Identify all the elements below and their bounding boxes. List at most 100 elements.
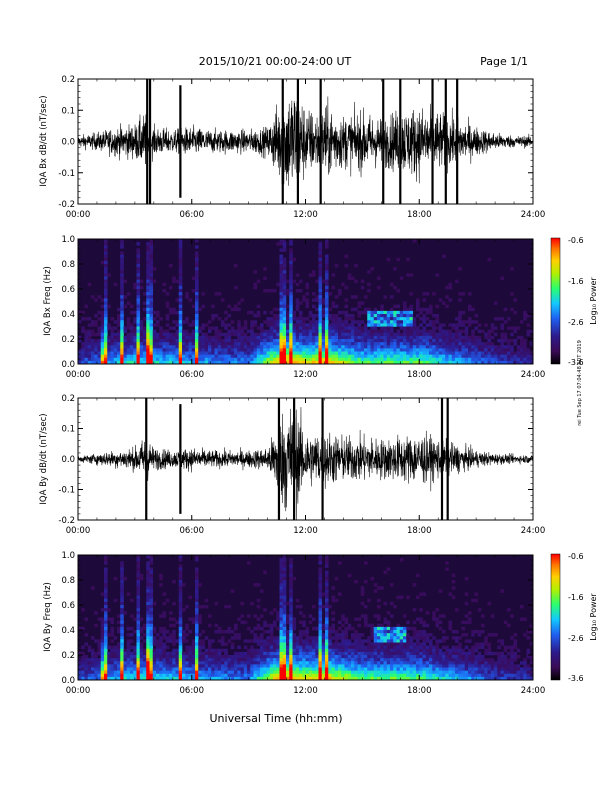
spectrogram-cell bbox=[432, 676, 436, 681]
spectrogram-cell bbox=[425, 317, 430, 321]
spectrogram-cell bbox=[494, 317, 498, 321]
spectrogram-cell bbox=[172, 326, 176, 330]
spectrogram-cell bbox=[87, 348, 92, 352]
spectrogram-cell bbox=[123, 348, 128, 352]
spectrogram-cell bbox=[282, 282, 287, 287]
spectrogram-cell bbox=[120, 570, 124, 575]
spectrogram-cell bbox=[458, 292, 462, 296]
spectrogram-cell bbox=[386, 642, 391, 646]
spectrogram-cell bbox=[273, 664, 277, 668]
spectrogram-cell bbox=[201, 339, 206, 343]
spectrogram-cell bbox=[139, 661, 144, 665]
spectrogram-cell bbox=[162, 667, 167, 671]
spectrogram-cell bbox=[386, 639, 391, 643]
spectrogram-cell bbox=[338, 626, 342, 631]
spectrogram-cell bbox=[500, 326, 505, 330]
spectrogram-cell bbox=[302, 614, 306, 618]
spectrogram-cell bbox=[208, 676, 212, 681]
spectrogram-cell bbox=[422, 673, 427, 678]
spectrogram-cell bbox=[321, 592, 326, 596]
spectrogram-cell bbox=[149, 583, 154, 587]
spectrogram-cell bbox=[341, 339, 345, 343]
spectrogram-cell bbox=[204, 605, 209, 609]
spectrogram-cell bbox=[162, 611, 167, 615]
spectrogram-cell bbox=[178, 320, 183, 324]
spectrogram-cell bbox=[221, 661, 225, 665]
spectrogram-cell bbox=[149, 348, 154, 352]
spectrogram-cell bbox=[432, 667, 436, 671]
spectrogram-cell bbox=[403, 626, 407, 631]
y-axis-label: IQA Bx Freq (Hz) bbox=[43, 266, 53, 336]
spectrogram-cell bbox=[305, 645, 310, 650]
spectrogram-cell bbox=[383, 648, 388, 653]
spectrogram-cell bbox=[152, 655, 157, 659]
spectrogram-cell bbox=[87, 658, 92, 662]
spectrogram-cell bbox=[390, 314, 394, 318]
spectrogram-cell bbox=[289, 335, 293, 340]
spectrogram-cell bbox=[451, 357, 456, 362]
spectrogram-cell bbox=[178, 339, 183, 343]
spectrogram-cell bbox=[282, 595, 287, 600]
spectrogram-cell bbox=[419, 673, 423, 678]
spectrogram-cell bbox=[344, 620, 349, 625]
spectrogram-cell bbox=[422, 633, 427, 637]
spectrogram-cell bbox=[240, 357, 245, 362]
spectrogram-cell bbox=[516, 351, 521, 355]
spectrogram-cell bbox=[325, 339, 329, 343]
spectrogram-cell bbox=[380, 639, 384, 643]
spectrogram-cell bbox=[289, 642, 293, 646]
spectrogram-cell bbox=[292, 314, 297, 318]
spectrogram-cell bbox=[178, 264, 183, 268]
spectrogram-cell bbox=[318, 326, 323, 330]
spectrogram-cell bbox=[367, 642, 371, 646]
spectrogram-cell bbox=[455, 630, 459, 634]
spectrogram-cell bbox=[81, 645, 85, 650]
spectrogram-cell bbox=[373, 323, 378, 327]
spectrogram-cell bbox=[178, 354, 183, 359]
spectrogram-cell bbox=[393, 348, 397, 352]
spectrogram-cell bbox=[78, 335, 82, 340]
spectrogram-cell bbox=[286, 614, 290, 618]
spectrogram-cell bbox=[299, 673, 303, 678]
spectrogram-cell bbox=[338, 592, 342, 596]
spectrogram-cell bbox=[432, 661, 436, 665]
spectrogram-cell bbox=[260, 614, 264, 618]
spectrogram-cell bbox=[126, 633, 131, 637]
spectrogram-cell bbox=[269, 664, 274, 668]
spectrogram-cell bbox=[182, 320, 186, 324]
spectrogram-cell bbox=[282, 598, 287, 603]
spectrogram-cell bbox=[149, 601, 154, 606]
spectrogram-cell bbox=[390, 282, 394, 287]
spectrogram-cell bbox=[156, 648, 160, 653]
spectrogram-cell bbox=[406, 651, 410, 656]
spectrogram-cell bbox=[146, 282, 150, 287]
spectrogram-cell bbox=[104, 260, 108, 265]
spectrogram-cell bbox=[299, 655, 303, 659]
spectrogram-cell bbox=[377, 314, 381, 318]
spectrogram-cell bbox=[162, 645, 167, 650]
spectrogram-cell bbox=[500, 317, 505, 321]
spectrogram-cell bbox=[289, 573, 293, 578]
spectrogram-cell bbox=[295, 351, 300, 355]
spectrogram-cell bbox=[188, 661, 193, 665]
spectrogram-cell bbox=[211, 658, 215, 662]
spectrogram-cell bbox=[149, 642, 154, 646]
spectrogram-cell bbox=[198, 661, 202, 665]
spectrogram-cell bbox=[292, 670, 297, 675]
spectrogram-cell bbox=[195, 658, 199, 662]
spectrogram-cell bbox=[204, 655, 209, 659]
spectrogram-cell bbox=[104, 617, 108, 621]
spectrogram-cell bbox=[208, 673, 212, 678]
spectrogram-cell bbox=[260, 335, 264, 340]
spectrogram-cell bbox=[191, 342, 196, 346]
spectrogram-cell bbox=[263, 623, 267, 628]
spectrogram-cell bbox=[425, 651, 430, 656]
spectrogram-cell bbox=[126, 661, 131, 665]
spectrogram-cell bbox=[260, 645, 264, 650]
spectrogram-cell bbox=[390, 335, 394, 340]
spectrogram-cell bbox=[149, 360, 154, 365]
spectrogram-cell bbox=[120, 345, 124, 349]
spectrogram-cell bbox=[188, 664, 193, 668]
spectrogram-cell bbox=[224, 310, 228, 315]
spectrogram-cell bbox=[386, 623, 391, 628]
